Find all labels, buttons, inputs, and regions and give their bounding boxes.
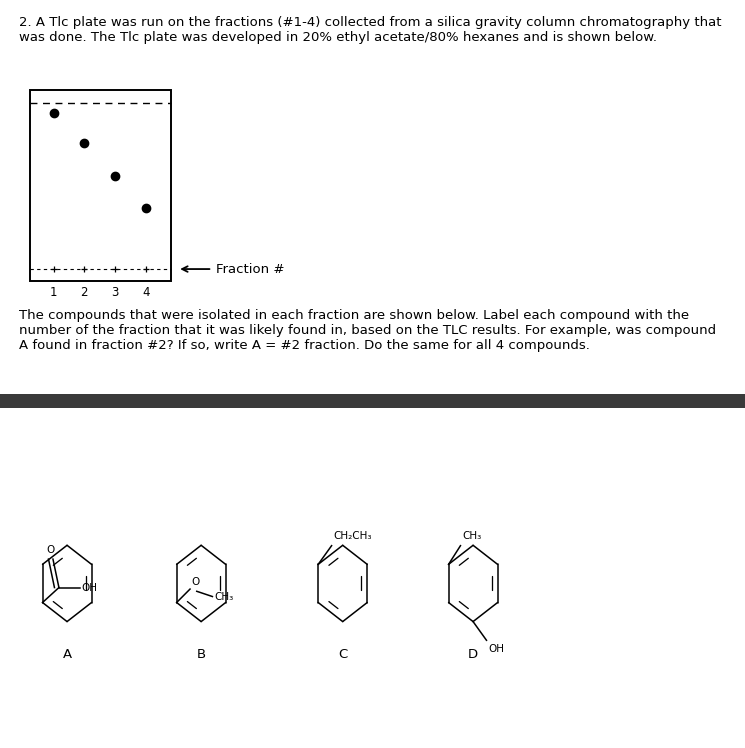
- Text: O: O: [47, 545, 55, 555]
- Text: D: D: [468, 648, 478, 660]
- Bar: [0, 394, 745, 408]
- Text: O: O: [191, 577, 200, 586]
- Text: 2. A Tlc plate was run on the fractions (#1-4) collected from a silica gravity c: 2. A Tlc plate was run on the fractions …: [19, 16, 721, 44]
- Text: 2: 2: [80, 286, 87, 298]
- Text: CH₂CH₃: CH₂CH₃: [333, 531, 372, 542]
- Text: OH: OH: [81, 583, 98, 592]
- Text: Fraction #: Fraction #: [216, 263, 285, 275]
- Text: C: C: [338, 648, 347, 660]
- Text: B: B: [197, 648, 206, 660]
- Text: 4: 4: [142, 286, 150, 298]
- Text: CH₃: CH₃: [462, 531, 481, 542]
- Text: CH₃: CH₃: [214, 592, 233, 601]
- Text: A: A: [63, 648, 72, 660]
- Text: OH: OH: [488, 644, 504, 654]
- Bar: [30, 90, 171, 280]
- Text: 3: 3: [111, 286, 118, 298]
- Text: The compounds that were isolated in each fraction are shown below. Label each co: The compounds that were isolated in each…: [19, 309, 716, 352]
- Text: 1: 1: [50, 286, 57, 298]
